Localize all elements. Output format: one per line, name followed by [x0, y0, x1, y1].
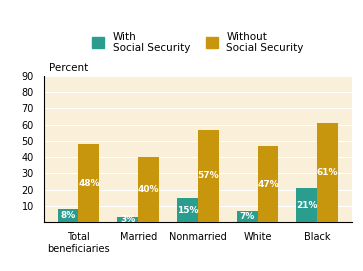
- Bar: [296, 188, 317, 222]
- Bar: [237, 211, 257, 222]
- Bar: [177, 198, 198, 222]
- Bar: [198, 130, 219, 222]
- Text: 21%: 21%: [296, 201, 318, 210]
- Text: Percent: Percent: [49, 63, 88, 73]
- Text: 7%: 7%: [239, 212, 255, 221]
- Text: 3%: 3%: [120, 215, 135, 224]
- Bar: [58, 209, 78, 222]
- Bar: [78, 144, 99, 222]
- Bar: [257, 146, 278, 222]
- Text: 8%: 8%: [60, 211, 76, 220]
- Text: 48%: 48%: [78, 179, 100, 188]
- Text: 15%: 15%: [177, 205, 198, 215]
- Legend: With
Social Security, Without
Social Security: With Social Security, Without Social Sec…: [92, 31, 304, 53]
- Text: 40%: 40%: [138, 185, 159, 194]
- Bar: [117, 217, 138, 222]
- Bar: [317, 123, 338, 222]
- Text: 57%: 57%: [197, 171, 219, 180]
- Text: 47%: 47%: [257, 179, 279, 189]
- Text: 61%: 61%: [317, 168, 338, 177]
- Bar: [138, 157, 159, 222]
